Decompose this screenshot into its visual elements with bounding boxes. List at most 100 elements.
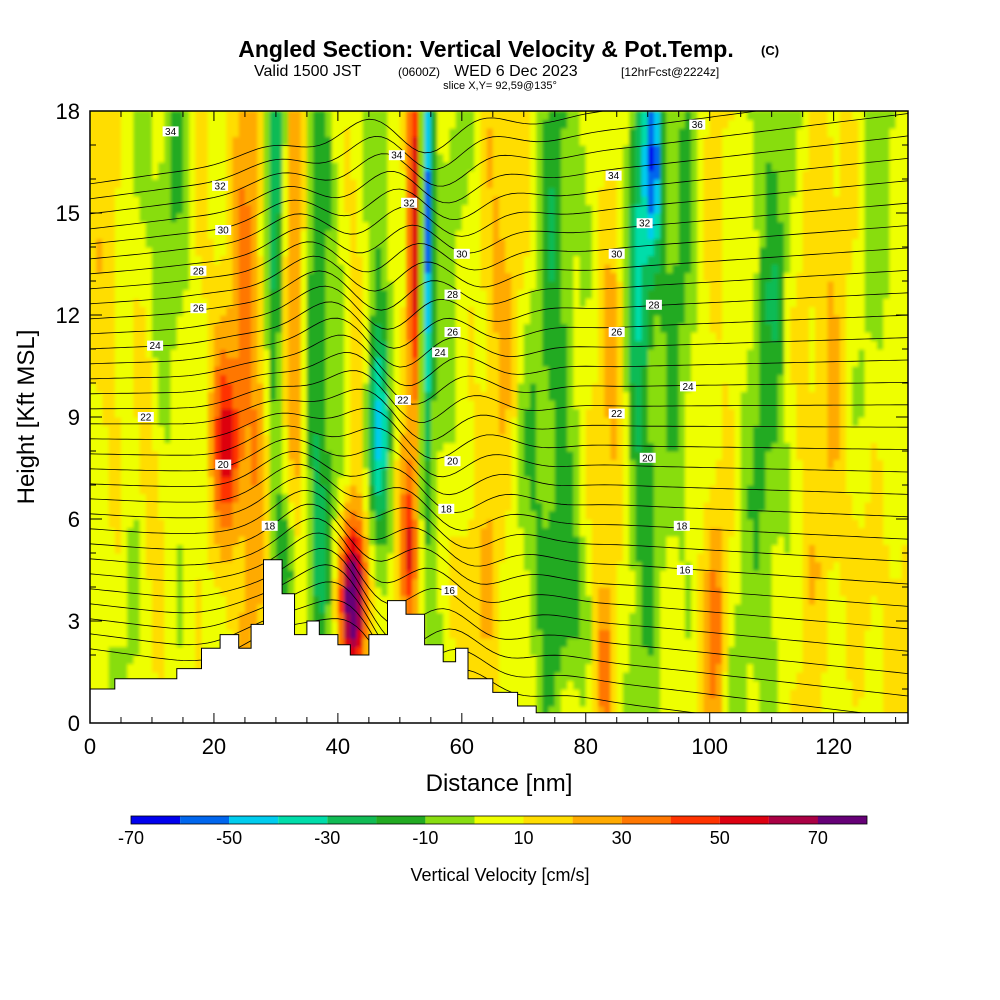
velocity-cell <box>207 425 215 435</box>
velocity-cell <box>505 340 512 350</box>
velocity-cell <box>263 289 271 299</box>
velocity-cell <box>387 332 395 342</box>
velocity-cell <box>505 221 512 231</box>
velocity-cell <box>412 570 420 580</box>
velocity-cell <box>319 408 327 418</box>
velocity-cell <box>170 255 178 265</box>
velocity-cell <box>443 298 451 308</box>
velocity-cell <box>176 400 184 410</box>
velocity-cell <box>269 136 277 146</box>
velocity-cell <box>437 417 444 427</box>
velocity-cell <box>238 493 246 503</box>
velocity-cell <box>356 629 364 639</box>
velocity-cell <box>176 468 184 478</box>
velocity-cell <box>344 162 351 172</box>
velocity-cell <box>406 493 413 503</box>
velocity-cell <box>120 332 128 342</box>
velocity-cell <box>158 604 165 614</box>
velocity-cell <box>232 417 240 427</box>
velocity-cell <box>344 493 351 503</box>
velocity-cell <box>418 128 426 138</box>
velocity-cell <box>139 272 147 282</box>
velocity-cell <box>164 255 172 265</box>
velocity-cell <box>108 519 116 529</box>
velocity-cell <box>381 595 389 605</box>
velocity-cell <box>294 264 302 274</box>
velocity-cell <box>480 425 488 435</box>
velocity-cell <box>350 442 358 452</box>
velocity-cell <box>443 527 451 537</box>
velocity-cell <box>176 459 184 469</box>
velocity-cell <box>393 323 401 333</box>
velocity-cell <box>300 170 308 180</box>
velocity-cell <box>251 145 258 155</box>
velocity-cell <box>238 434 246 444</box>
velocity-cell <box>251 434 258 444</box>
velocity-cell <box>158 459 165 469</box>
velocity-cell <box>449 638 457 648</box>
velocity-cell <box>449 272 457 282</box>
velocity-cell <box>182 366 190 376</box>
velocity-cell <box>468 578 475 588</box>
velocity-cell <box>362 604 370 614</box>
velocity-cell <box>120 646 128 656</box>
velocity-cell <box>474 468 482 478</box>
velocity-cell <box>294 442 302 452</box>
velocity-cell <box>176 425 184 435</box>
velocity-cell <box>120 264 128 274</box>
velocity-cell <box>505 366 512 376</box>
velocity-cell <box>492 476 500 486</box>
velocity-cell <box>517 689 525 699</box>
velocity-cell <box>437 221 444 231</box>
velocity-cell <box>474 459 482 469</box>
velocity-cell <box>244 272 252 282</box>
velocity-cell <box>437 595 444 605</box>
velocity-cell <box>220 485 227 495</box>
velocity-cell <box>455 196 463 206</box>
velocity-cell <box>387 476 395 486</box>
velocity-cell <box>127 230 134 240</box>
velocity-cell <box>350 170 358 180</box>
velocity-cell <box>474 612 482 622</box>
velocity-cell <box>375 451 382 461</box>
velocity-cell <box>331 553 339 563</box>
velocity-cell <box>244 145 252 155</box>
velocity-cell <box>189 298 196 308</box>
velocity-cell <box>387 264 395 274</box>
velocity-cell <box>195 349 203 359</box>
velocity-cell <box>251 442 258 452</box>
velocity-cell <box>257 179 265 189</box>
velocity-cell <box>90 485 97 495</box>
velocity-cell <box>263 204 271 214</box>
velocity-cell <box>244 485 252 495</box>
velocity-cell <box>449 544 457 554</box>
velocity-cell <box>269 502 277 512</box>
velocity-cell <box>505 680 512 690</box>
velocity-cell <box>207 340 215 350</box>
velocity-cell <box>306 196 314 206</box>
velocity-cell <box>114 264 122 274</box>
velocity-cell <box>108 527 116 537</box>
velocity-cell <box>486 442 494 452</box>
velocity-cell <box>492 527 500 537</box>
velocity-cell <box>288 578 296 588</box>
velocity-cell <box>325 366 333 376</box>
velocity-cell <box>418 459 426 469</box>
velocity-cell <box>356 349 364 359</box>
velocity-cell <box>331 408 339 418</box>
velocity-cell <box>127 162 134 172</box>
velocity-cell <box>337 255 345 265</box>
velocity-cell <box>238 544 246 554</box>
velocity-cell <box>362 434 370 444</box>
velocity-cell <box>133 459 141 469</box>
velocity-cell <box>455 298 463 308</box>
velocity-cell <box>356 553 364 563</box>
velocity-cell <box>151 621 159 631</box>
velocity-cell <box>127 340 134 350</box>
velocity-cell <box>319 306 327 316</box>
velocity-cell <box>133 366 141 376</box>
velocity-cell <box>319 629 327 639</box>
velocity-cell <box>288 289 296 299</box>
velocity-cell <box>399 111 407 121</box>
velocity-cell <box>313 153 320 163</box>
